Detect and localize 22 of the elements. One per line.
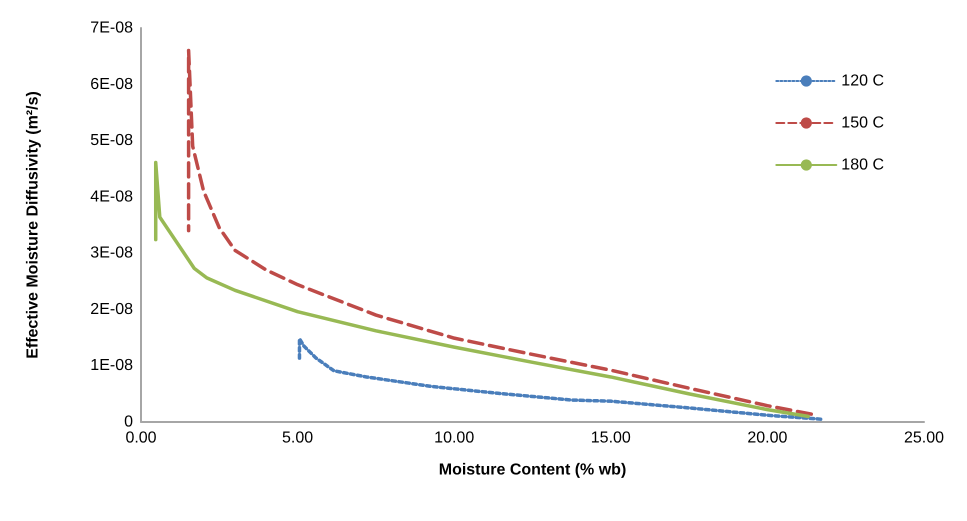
x-tick-label: 10.00 (434, 430, 474, 446)
y-tick-label: 5E-08 (90, 132, 134, 150)
x-tick-label: 15.00 (590, 430, 631, 446)
legend-label: 120 C (841, 72, 884, 90)
legend-label: 150 C (841, 114, 884, 132)
y-axis-title: Effective Moisture Diffusivity (m²/s) (24, 91, 42, 359)
y-tick-label: 0 (124, 414, 134, 430)
y-tick-label: 6E-08 (90, 76, 134, 93)
x-tick-label: 25.00 (904, 430, 944, 446)
y-tick-label: 4E-08 (90, 188, 134, 206)
y-tick-label: 7E-08 (90, 20, 134, 36)
line-series (154, 160, 810, 418)
line-series (298, 336, 822, 421)
y-tick-label: 1E-08 (90, 357, 134, 374)
x-tick-label: 5.00 (282, 430, 314, 446)
x-tick-label: 0.00 (125, 430, 157, 446)
line-series (186, 48, 813, 416)
x-axis-title: Moisture Content (% wb) (438, 462, 626, 478)
y-tick-label: 2E-08 (90, 300, 134, 318)
y-tick-label: 3E-08 (90, 244, 134, 262)
legend-label: 180 C (841, 156, 884, 174)
x-tick-label: 20.00 (747, 430, 788, 446)
